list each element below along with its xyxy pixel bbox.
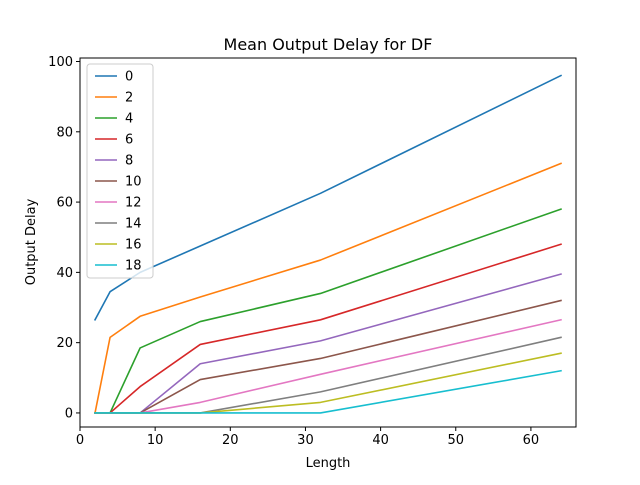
x-tick-label: 20 (222, 433, 239, 448)
legend-label-0: 0 (125, 70, 133, 85)
legend-label-14: 14 (125, 217, 142, 232)
plot-frame (79, 57, 577, 428)
x-tick-label: 50 (447, 433, 464, 448)
series-line-18 (94, 369, 562, 414)
legend-label-16: 16 (125, 238, 142, 253)
y-axis-label: Output Delay (24, 198, 39, 285)
x-axis-ticks: 0 10 20 30 40 50 60 (76, 427, 539, 448)
x-axis-label: Length (306, 456, 351, 471)
legend-label-10: 10 (125, 175, 142, 190)
plot-lines (93, 74, 563, 414)
legend-label-18: 18 (125, 259, 142, 274)
y-tick-label: 100 (48, 55, 73, 70)
x-tick-label: 10 (147, 433, 164, 448)
x-tick-label: 30 (297, 433, 314, 448)
legend-label-6: 6 (125, 133, 133, 148)
chart-title: Mean Output Delay for DF (224, 35, 433, 54)
x-tick-label: 0 (76, 433, 84, 448)
x-tick-label: 40 (372, 433, 389, 448)
legend-box (86, 63, 154, 279)
y-tick-label: 60 (56, 196, 73, 211)
series-line-2 (94, 162, 563, 414)
y-tick-label: 0 (65, 406, 73, 421)
legend-label-2: 2 (125, 91, 133, 106)
legend-label-4: 4 (125, 112, 133, 127)
y-tick-label: 80 (56, 125, 73, 140)
y-tick-label: 40 (56, 266, 73, 281)
legend: 0 2 4 6 8 10 12 14 16 18 (86, 63, 154, 279)
legend-label-12: 12 (125, 196, 142, 211)
x-tick-label: 60 (523, 433, 540, 448)
legend-label-8: 8 (125, 154, 133, 169)
y-axis-ticks: 0 20 40 60 80 100 (48, 55, 80, 421)
y-tick-label: 20 (56, 336, 73, 351)
series-line-0 (93, 74, 563, 321)
